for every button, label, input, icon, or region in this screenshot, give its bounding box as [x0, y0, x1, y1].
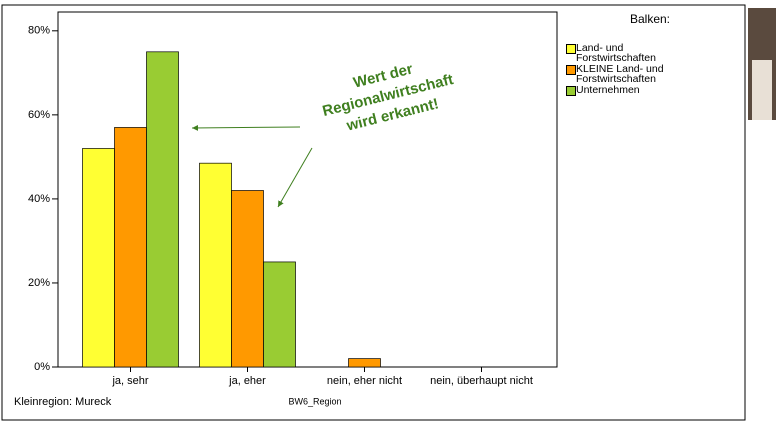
legend-entry: Unternehmen: [566, 84, 676, 96]
bar: [263, 261, 296, 368]
bar: [114, 127, 147, 368]
legend-entry: KLEINE Land- und Forstwirtschaften: [566, 63, 676, 85]
footnote: Kleinregion: Mureck: [14, 396, 112, 408]
y-tick-label: 40%: [28, 193, 50, 205]
legend-swatch: [566, 86, 576, 96]
legend-label: Unternehmen: [576, 84, 640, 96]
x-tick-label: ja, eher: [228, 375, 266, 387]
x-tick-label: nein, überhaupt nicht: [430, 375, 533, 387]
arrow: [191, 124, 301, 131]
y-tick-label: 60%: [28, 109, 50, 121]
legend-swatch: [566, 44, 576, 54]
y-tick-label: 20%: [28, 277, 50, 289]
x-tick-label: nein, eher nicht: [327, 375, 402, 387]
legend-swatch: [566, 65, 576, 75]
x-tick-label: ja, sehr: [111, 375, 148, 387]
bar: [199, 162, 232, 368]
bar: [146, 51, 179, 368]
x-axis-label: BW6_Region: [288, 396, 341, 406]
legend-label: KLEINE Land- und Forstwirtschaften: [576, 63, 664, 85]
photo-detail: [752, 60, 772, 120]
bar: [82, 148, 115, 368]
y-tick-label: 80%: [28, 25, 50, 37]
legend-title: Balken:: [630, 12, 670, 26]
legend-label: Land- und Forstwirtschaften: [576, 42, 656, 64]
bar: [348, 358, 381, 368]
arrow: [277, 147, 313, 208]
bar: [231, 190, 264, 368]
y-tick-label: 0%: [34, 361, 50, 373]
legend-entry: Land- und Forstwirtschaften: [566, 42, 676, 64]
frame: [1, 4, 746, 421]
